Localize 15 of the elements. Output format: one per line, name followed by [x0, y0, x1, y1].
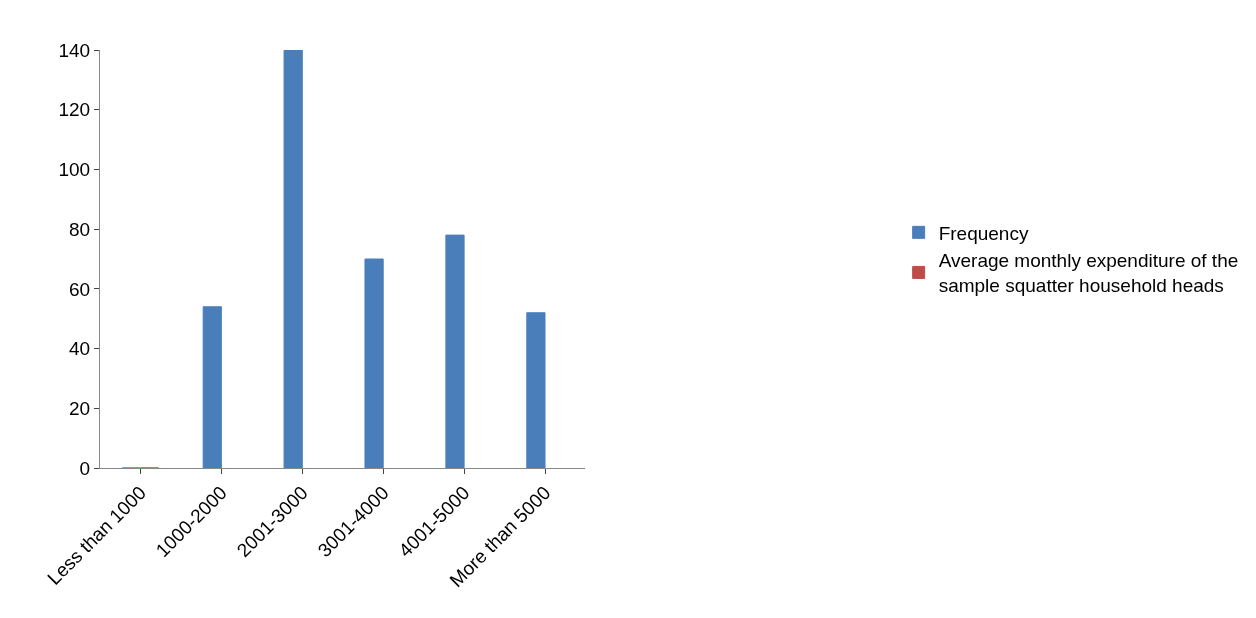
- legend-label: Frequency: [938, 222, 1029, 244]
- bar: [202, 306, 222, 468]
- y-tick-label: 100: [58, 159, 91, 181]
- y-tick-label: 60: [69, 278, 91, 300]
- bar: [283, 50, 303, 468]
- y-tick-label: 120: [58, 99, 91, 121]
- bar: [445, 234, 465, 468]
- legend-label: Average monthly expenditure of the sample squatter household heads: [938, 250, 1239, 297]
- y-tick-label: 140: [58, 39, 91, 61]
- bar: [364, 258, 384, 468]
- y-tick-label: 20: [69, 397, 91, 419]
- bar: [526, 312, 546, 468]
- y-tick-label: 0: [79, 457, 91, 479]
- y-tick-label: 80: [69, 218, 91, 240]
- y-tick-label: 40: [69, 338, 91, 360]
